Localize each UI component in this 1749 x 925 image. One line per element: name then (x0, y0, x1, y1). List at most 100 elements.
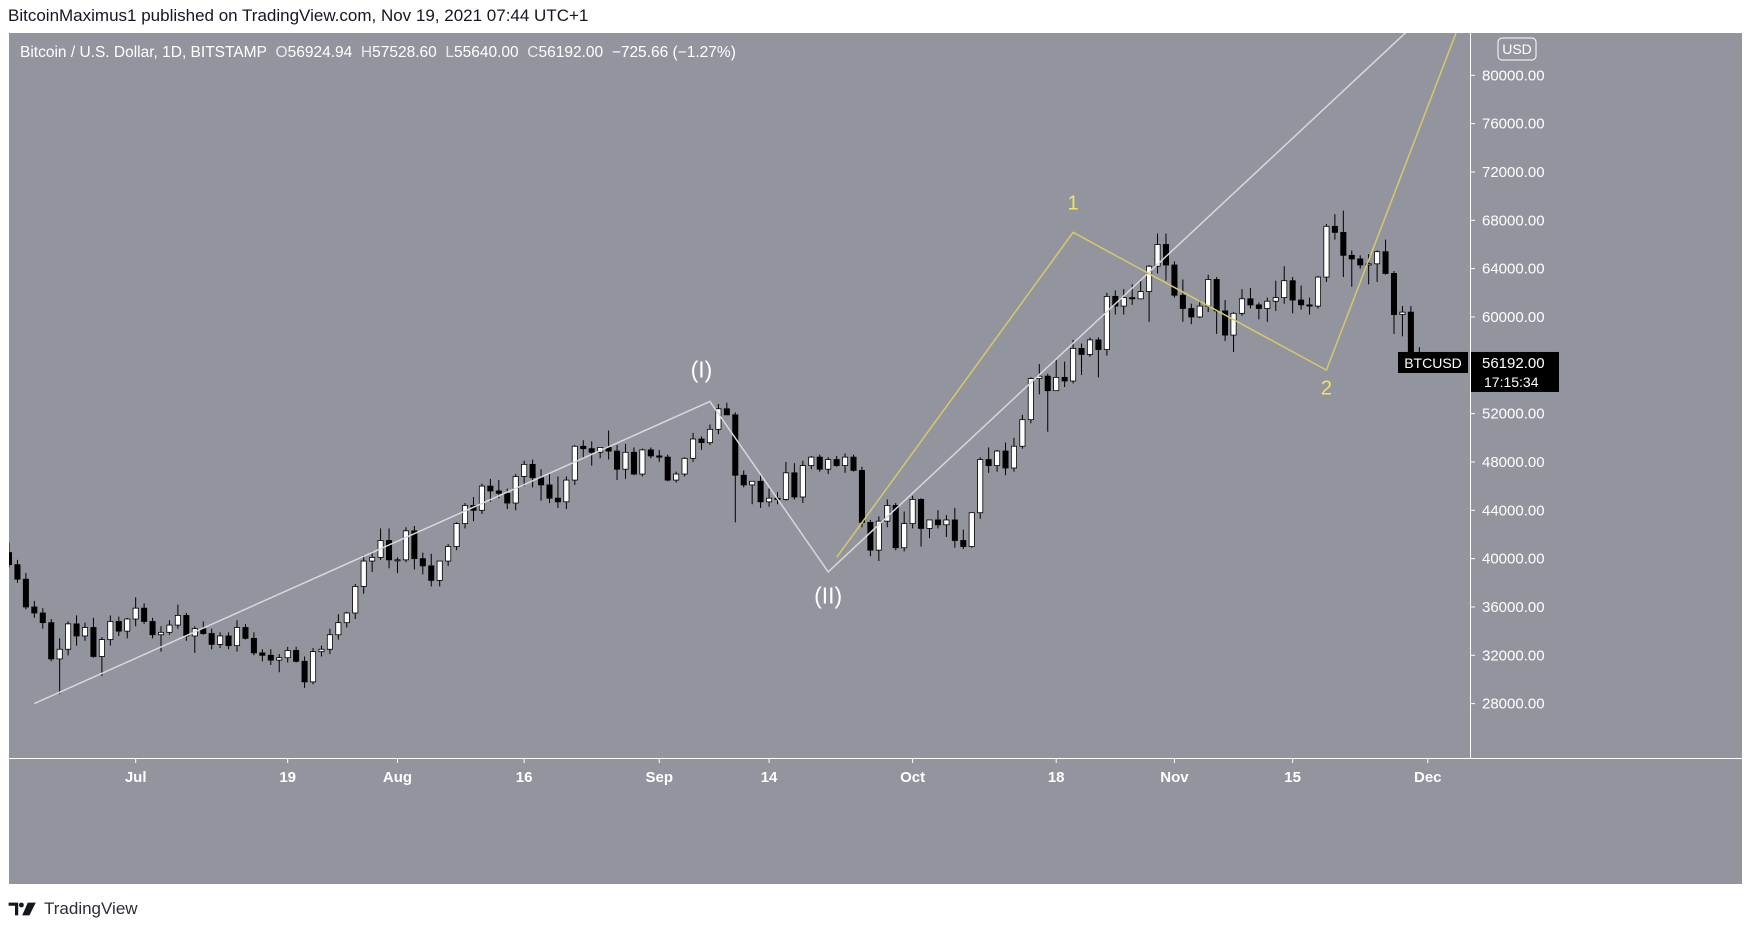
candle-body (647, 449, 654, 457)
y-tick-label: 28000.00 (1482, 696, 1545, 713)
candlestick-chart[interactable]: (I) (II) 1 2 USD 80000.00 76000.00 72000.00 6800… (9, 33, 1742, 884)
candle-body (842, 456, 849, 466)
candle-body (985, 459, 992, 466)
candle-body (630, 451, 637, 475)
candle-body (343, 612, 350, 624)
wave-label: (II) (814, 582, 842, 608)
candle-body (749, 480, 756, 486)
candle-body (504, 492, 511, 504)
candle-body (1179, 294, 1186, 309)
candle-body (740, 474, 747, 486)
candle-body (1154, 244, 1161, 267)
candle-body (951, 519, 958, 541)
candle-body (1340, 231, 1347, 256)
yellow-wave-line (835, 33, 1457, 558)
candle-body (1306, 304, 1313, 307)
candle-body (1247, 298, 1254, 306)
candle-body (293, 650, 300, 662)
candle-body (1137, 291, 1144, 300)
candle-body (419, 558, 426, 567)
candle-body (977, 459, 984, 514)
candle-body (1103, 296, 1110, 350)
y-tick-label: 76000.00 (1482, 116, 1545, 133)
chart-area[interactable]: (I) (II) 1 2 USD 80000.00 76000.00 72000.00 6800… (9, 33, 1742, 884)
last-price-tag (1471, 351, 1559, 392)
candle-body (1314, 276, 1322, 307)
y-tick-label: 64000.00 (1482, 261, 1545, 278)
candle-body (563, 479, 570, 503)
candle-body (875, 520, 882, 551)
candle-body (1222, 310, 1229, 336)
candle-body (495, 490, 502, 494)
footer-brand: TradingView (44, 899, 138, 918)
top-bar: BitcoinMaximus1 published on TradingView… (0, 0, 1749, 30)
candle-body (250, 637, 257, 654)
publisher-text: BitcoinMaximus1 published on TradingView… (8, 6, 589, 25)
tradingview-logo-icon (8, 902, 36, 916)
candle-body (1399, 311, 1406, 315)
candle-body (1061, 376, 1068, 382)
wave-label: (I) (691, 356, 713, 382)
candle-body (1095, 339, 1102, 350)
y-tick-label: 72000.00 (1482, 164, 1545, 181)
currency-label: USD (1502, 41, 1532, 57)
candle-body (386, 540, 393, 561)
candle-body (622, 451, 629, 470)
candle-body (901, 523, 908, 549)
symbol-tag (1398, 351, 1468, 373)
candle-body (782, 472, 789, 500)
legend-open-value: 56924.94 (287, 44, 353, 61)
candle-body (1086, 339, 1093, 355)
candle-body (352, 586, 359, 614)
candle-body (706, 428, 713, 444)
candle-body (1053, 376, 1060, 392)
candle-body (546, 484, 553, 499)
candle-body (816, 456, 823, 470)
candle-body (1078, 347, 1085, 355)
legend-close-label: C (527, 44, 539, 61)
candle-body (1146, 265, 1153, 292)
x-tick-label: Dec (1414, 769, 1442, 786)
candle-body (960, 540, 967, 547)
candle-body (656, 455, 663, 458)
last-price-value: 56192.00 (1482, 355, 1545, 372)
candle-body (56, 648, 63, 660)
candle-body (174, 615, 181, 626)
candle-body (1323, 225, 1330, 278)
candle-body (554, 497, 561, 503)
candle-body (31, 606, 38, 614)
x-tick-label: 18 (1048, 769, 1065, 786)
candle-body (1019, 419, 1026, 447)
candle-body (335, 622, 342, 636)
candle-body (850, 456, 857, 471)
candle-body (715, 408, 722, 430)
candle-body (529, 463, 536, 479)
candle-body (681, 457, 688, 475)
wave-label: 2 (1321, 377, 1332, 399)
candle-body (1272, 297, 1279, 302)
candle-body (994, 450, 1001, 466)
candle-body (259, 652, 266, 656)
candle-body (478, 485, 485, 511)
candle-body (445, 546, 452, 562)
candle-body (233, 627, 241, 647)
candle-body (799, 465, 806, 498)
candle-body (487, 485, 494, 492)
candle-body (115, 621, 122, 632)
y-tick-label: 80000.00 (1482, 67, 1545, 84)
candle-body (1205, 279, 1212, 307)
candle-body (369, 557, 376, 562)
currency-badge (1497, 37, 1537, 61)
x-tick-label: Oct (900, 769, 925, 786)
y-tick-label: 40000.00 (1482, 551, 1545, 568)
candle-body (808, 456, 815, 466)
candle-body (132, 607, 139, 620)
candle-body (580, 445, 587, 450)
candle-body (723, 408, 730, 416)
candle-body (208, 633, 215, 645)
candle-body (301, 660, 308, 683)
candle-body (1289, 280, 1296, 301)
y-tick-label: 68000.00 (1482, 212, 1545, 229)
countdown-value: 17:15:34 (1484, 374, 1539, 390)
chart-background (9, 33, 1742, 884)
